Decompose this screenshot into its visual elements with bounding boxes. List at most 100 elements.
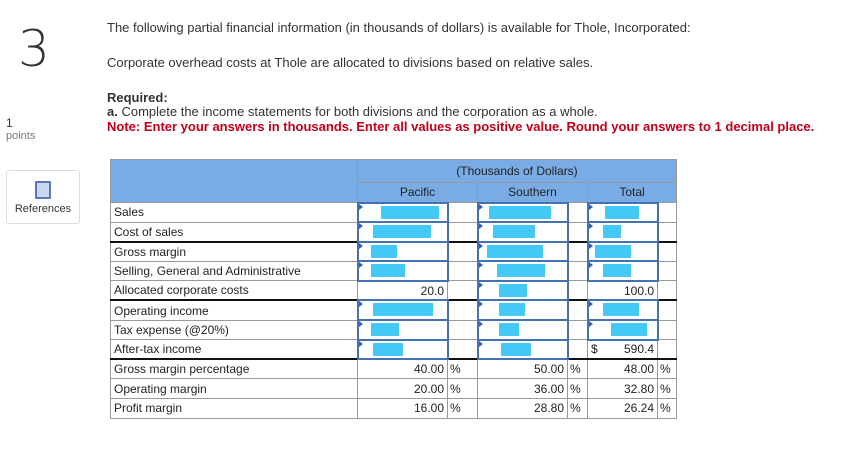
input-marker-icon xyxy=(358,321,363,328)
redaction-mark xyxy=(602,303,639,317)
percent-value: 16.00 xyxy=(357,397,448,419)
input-marker-icon xyxy=(358,223,363,230)
answer-input[interactable] xyxy=(356,221,449,243)
column-header-southern: Southern xyxy=(477,182,588,203)
percent-value: 48.00 xyxy=(587,358,658,380)
row-label: Operating income xyxy=(110,299,358,321)
blank-cell xyxy=(567,241,588,262)
row-label: Sales xyxy=(110,202,358,223)
redaction-mark xyxy=(498,283,527,297)
redaction-mark xyxy=(372,342,403,356)
answer-input[interactable] xyxy=(476,201,569,224)
blank-cell xyxy=(657,260,677,282)
input-marker-icon xyxy=(478,301,483,308)
answer-input[interactable] xyxy=(476,260,569,282)
input-marker-icon xyxy=(588,321,593,328)
table-row: Cost of sales xyxy=(110,221,677,243)
answer-input[interactable] xyxy=(476,338,569,361)
answer-input[interactable] xyxy=(356,260,449,282)
points: 1 points xyxy=(6,116,35,142)
percent-value: 26.24 xyxy=(587,397,658,419)
percent-sign: % xyxy=(657,378,677,399)
answer-input[interactable] xyxy=(356,338,449,361)
input-marker-icon xyxy=(588,223,593,230)
blank-cell xyxy=(447,339,478,360)
percent-sign: % xyxy=(447,378,478,399)
answer-input[interactable] xyxy=(356,319,449,341)
table-row: Selling, General and Administrative xyxy=(110,260,677,282)
redaction-mark xyxy=(372,225,431,239)
answer-input[interactable] xyxy=(356,240,449,263)
table-row: Gross margin percentage 40.00% 50.00% 48.00… xyxy=(110,358,677,380)
answer-input[interactable] xyxy=(476,299,569,322)
redaction-mark xyxy=(610,323,647,337)
table-row: Sales xyxy=(110,201,677,224)
answer-input[interactable] xyxy=(586,299,659,322)
blank-cell xyxy=(657,280,677,301)
table-row: Operating margin 20.00% 36.00% 32.80% xyxy=(110,378,677,399)
input-marker-icon xyxy=(478,340,483,347)
answer-input[interactable] xyxy=(476,221,569,243)
references-label: References xyxy=(14,203,72,215)
answer-input[interactable] xyxy=(586,201,659,224)
blank-cell xyxy=(657,241,677,262)
redaction-mark xyxy=(594,244,631,258)
input-marker-icon xyxy=(478,203,483,210)
input-marker-icon xyxy=(478,321,483,328)
redaction-mark xyxy=(370,264,405,278)
redaction-mark xyxy=(488,205,551,219)
answer-input[interactable] xyxy=(476,319,569,341)
percent-value: 50.00 xyxy=(477,358,568,380)
row-label: Tax expense (@20%) xyxy=(110,319,358,341)
given-value: $590.4 xyxy=(587,339,658,360)
blank-cell xyxy=(447,319,478,341)
redaction-mark xyxy=(602,225,621,239)
answer-input[interactable] xyxy=(476,279,569,302)
blank-cell xyxy=(447,202,478,223)
blank-cell xyxy=(567,260,588,282)
redaction-mark xyxy=(492,225,535,239)
blank-cell xyxy=(657,202,677,223)
blank-cell xyxy=(447,299,478,321)
percent-sign: % xyxy=(567,358,588,380)
input-marker-icon xyxy=(358,262,363,269)
references-button[interactable]: References xyxy=(6,170,80,224)
income-statement-table: (Thousands of Dollars) Pacific Southern … xyxy=(110,158,677,419)
blank-cell xyxy=(567,202,588,223)
redaction-mark xyxy=(372,303,433,317)
note-text: Note: Enter your answers in thousands. E… xyxy=(107,119,815,134)
input-marker-icon xyxy=(588,242,593,249)
blank-cell xyxy=(657,319,677,341)
input-marker-icon xyxy=(358,301,363,308)
percent-sign: % xyxy=(657,358,677,380)
blank-cell xyxy=(657,221,677,243)
points-label: points xyxy=(6,130,36,142)
blank-cell xyxy=(567,339,588,360)
table-row: Operating income xyxy=(110,299,677,322)
answer-input[interactable] xyxy=(586,319,659,341)
input-marker-icon xyxy=(478,281,483,288)
part-a-instruction: Complete the income statements for both … xyxy=(117,104,598,119)
redaction-mark xyxy=(604,205,639,219)
table-row: Gross margin xyxy=(110,240,677,263)
answer-input[interactable] xyxy=(586,221,659,243)
answer-input[interactable] xyxy=(356,201,449,224)
group-header: (Thousands of Dollars) xyxy=(357,158,677,184)
part-a-text: a. Complete the income statements for bo… xyxy=(107,104,598,119)
redaction-mark xyxy=(486,244,543,258)
table-row: Profit margin 16.00% 28.80% 26.24% xyxy=(110,397,677,419)
redaction-mark xyxy=(496,264,545,278)
percent-sign: % xyxy=(657,397,677,419)
redaction-mark xyxy=(498,323,519,337)
row-label: Allocated corporate costs xyxy=(110,280,358,301)
required-heading: Required: xyxy=(107,90,168,105)
table-row: Tax expense (@20%) xyxy=(110,319,677,341)
answer-input[interactable] xyxy=(476,240,569,263)
overhead-text: Corporate overhead costs at Thole are al… xyxy=(107,55,594,70)
answer-input[interactable] xyxy=(586,260,659,282)
answer-input[interactable] xyxy=(586,240,659,263)
row-label: Gross margin percentage xyxy=(110,358,358,380)
answer-input[interactable] xyxy=(356,299,449,322)
redaction-mark xyxy=(370,323,399,337)
row-label: Cost of sales xyxy=(110,221,358,243)
